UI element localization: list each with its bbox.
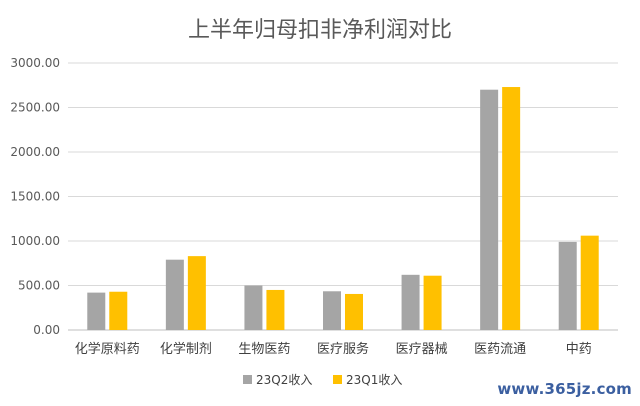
bar-series2 — [266, 289, 285, 330]
y-tick-label: 2500.00 — [10, 101, 60, 115]
bars — [87, 87, 599, 330]
bar-series2 — [345, 293, 363, 330]
x-tick-labels: 化学原料药 化学制剂 生物医药 医疗服务 医疗器械 医药流通 中药 — [75, 341, 592, 357]
x-tick-label: 化学原料药 — [75, 341, 140, 357]
bar-series2 — [580, 235, 599, 330]
y-tick-label: 0.00 — [33, 323, 60, 337]
chart-title: 上半年归母扣非净利润对比 — [188, 18, 452, 43]
bar-series1 — [401, 274, 420, 330]
y-tick-label: 1000.00 — [10, 234, 60, 248]
bar-series1 — [87, 292, 106, 330]
y-tick-label: 3000.00 — [10, 56, 60, 70]
bar-series2 — [423, 275, 442, 330]
watermark: www.365jz.com — [497, 380, 632, 398]
bar-series1 — [323, 291, 341, 330]
x-tick-label: 生物医药 — [238, 342, 290, 357]
y-tick-labels: 0.00 500.00 1000.00 1500.00 2000.00 2500.00 30… — [10, 56, 60, 337]
bar-series1 — [480, 89, 499, 330]
legend: 23Q2收入 23Q1收入 — [243, 373, 402, 387]
x-tick-label: 中药 — [566, 342, 592, 357]
legend-swatch — [243, 375, 252, 384]
x-tick-label: 医疗服务 — [317, 341, 369, 357]
bar-series2 — [187, 256, 206, 330]
legend-swatch — [333, 375, 342, 384]
bar-series2 — [502, 87, 521, 330]
y-tick-label: 1500.00 — [10, 190, 60, 204]
bar-series2 — [109, 291, 128, 330]
bar-series1 — [244, 285, 263, 330]
x-tick-label: 化学制剂 — [160, 341, 212, 357]
y-tick-label: 2000.00 — [10, 145, 60, 159]
y-tick-label: 500.00 — [18, 279, 60, 293]
bar-series1 — [558, 241, 577, 330]
x-tick-label: 医疗器械 — [396, 342, 448, 357]
x-tick-label: 医药流通 — [474, 342, 526, 357]
legend-label: 23Q1收入 — [346, 373, 402, 387]
grid — [68, 62, 618, 331]
legend-label: 23Q2收入 — [256, 373, 312, 387]
bar-series1 — [165, 259, 184, 330]
